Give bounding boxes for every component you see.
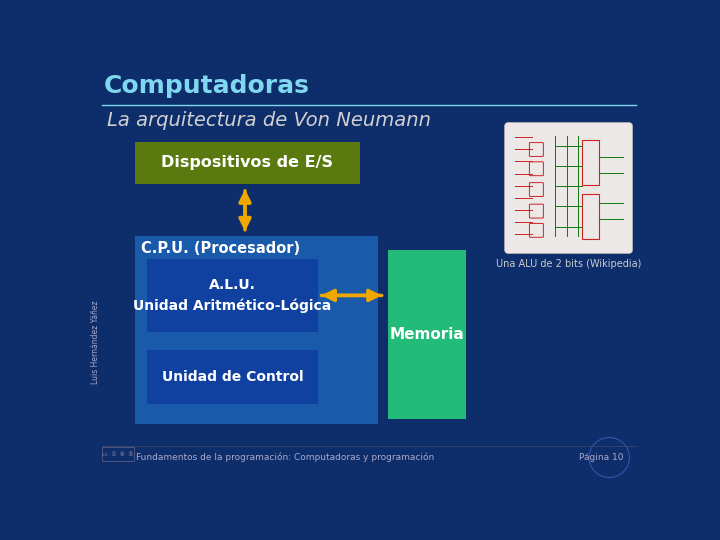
Text: A.L.U.
Unidad Aritmético-Lógica: A.L.U. Unidad Aritmético-Lógica — [133, 278, 332, 313]
Text: C.P.U. (Procesador): C.P.U. (Procesador) — [141, 240, 300, 255]
Text: cc  ①  ⑧  ⑤: cc ① ⑧ ⑤ — [102, 452, 133, 457]
Bar — [582, 140, 599, 185]
Text: Fundamentos de la programación: Computadoras y programación: Fundamentos de la programación: Computad… — [137, 453, 435, 462]
Bar — [102, 448, 134, 461]
Bar — [388, 249, 466, 419]
Text: Una ALU de 2 bits (Wikipedia): Una ALU de 2 bits (Wikipedia) — [496, 259, 642, 269]
Bar — [135, 142, 360, 184]
Bar — [135, 236, 377, 424]
Bar — [148, 350, 318, 403]
FancyBboxPatch shape — [505, 123, 632, 253]
Text: Memoria: Memoria — [390, 327, 464, 342]
Text: Computadoras: Computadoras — [104, 75, 310, 98]
Bar — [582, 194, 599, 239]
Bar — [148, 259, 318, 332]
Text: Unidad de Control: Unidad de Control — [162, 370, 303, 383]
Text: Dispositivos de E/S: Dispositivos de E/S — [161, 156, 333, 171]
Text: Página 10: Página 10 — [580, 453, 624, 462]
Text: La arquitectura de Von Neumann: La arquitectura de Von Neumann — [107, 111, 431, 130]
Text: Luis Hernández Yáñez: Luis Hernández Yáñez — [91, 300, 100, 384]
